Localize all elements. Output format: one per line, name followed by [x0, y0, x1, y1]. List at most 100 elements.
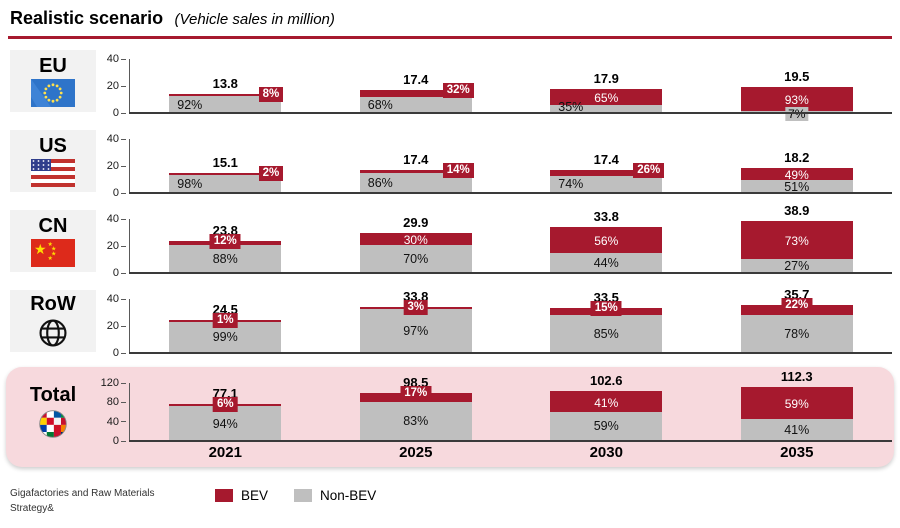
bev-pct-label: 41%	[594, 395, 619, 410]
bev-pct-label: 14%	[442, 162, 474, 178]
bev-pct-label: 30%	[403, 232, 428, 247]
nonbev-segment	[740, 315, 853, 353]
y-tick: 40	[106, 133, 119, 145]
nonbev-segment	[169, 244, 282, 273]
title-rule	[8, 36, 892, 39]
nonbev-segment	[550, 104, 663, 113]
bev-segment	[169, 94, 282, 97]
bev-segment	[169, 172, 282, 175]
bar-column: 18.2 49% 51%	[702, 139, 893, 194]
y-axis-cn: 40 20 0	[92, 213, 126, 279]
bev-segment	[359, 232, 472, 245]
bar-column: 98.5 17% 83%	[321, 375, 512, 441]
footer: Gigafactories and Raw Materials Strategy…	[10, 486, 155, 516]
year-label-2035: 2035	[780, 444, 814, 461]
y-tick: 80	[106, 396, 119, 409]
bev-pct-label: 2%	[258, 165, 284, 181]
nonbev-segment	[740, 418, 853, 441]
world-flags-icon	[37, 408, 69, 440]
nonbev-pct-label: 83%	[403, 414, 429, 429]
bar-column: 19.5 93% 7%	[702, 59, 893, 121]
bev-pct-label: 59%	[784, 396, 809, 411]
total-value-label: 17.4	[403, 71, 429, 87]
bar-column: 38.9 73% 27%	[702, 203, 893, 273]
bar-column: 29.9 30% 70%	[321, 215, 512, 273]
nonbev-pct-label: 59%	[593, 419, 619, 434]
total-value-label: 17.9	[593, 70, 619, 86]
region-tile-cn: CN ★ ★ ★ ★ ★	[10, 210, 96, 272]
legend-item-nonbev: Non-BEV	[294, 488, 376, 503]
total-value-label: 15.1	[212, 154, 238, 170]
y-tick: 0	[112, 435, 119, 447]
y-tick: 40	[106, 213, 119, 225]
y-tick: 20	[106, 160, 119, 172]
region-row-row: RoW 40 20 0 24.5 1% 99% 33.8 3% 97% 33.5 15% 85% 35.7…	[0, 281, 900, 361]
legend-label-bev: BEV	[241, 488, 269, 503]
svg-text:★: ★	[51, 246, 56, 253]
total-value-label: 33.8	[593, 209, 619, 225]
total-value-label: 13.8	[212, 76, 238, 92]
svg-text:★: ★	[48, 255, 53, 262]
bar-column: 17.4 32% 68%	[321, 59, 512, 113]
nonbev-pct-label: 97%	[403, 324, 429, 339]
y-axis-total: 120 80 40 0	[92, 377, 126, 447]
nonbev-pct-label: 35%	[558, 100, 584, 114]
bar-column: 112.3 59% 41%	[702, 369, 893, 441]
region-row-total: Total 120 80 40 0 77.1 6% 94% 98.5 17% 83% 102.6 41%…	[6, 367, 894, 467]
nonbev-pct-label: 94%	[212, 416, 238, 431]
region-tile-row: RoW	[10, 290, 96, 352]
nonbev-segment	[359, 309, 472, 353]
bev-pct-label: 32%	[442, 82, 474, 98]
y-tick: 20	[106, 80, 119, 92]
bev-pct-label: 56%	[594, 234, 619, 249]
y-axis-line	[129, 139, 130, 193]
year-label-2030: 2030	[589, 444, 623, 461]
legend: BEV Non-BEV	[215, 488, 376, 503]
y-tick: 20	[106, 320, 119, 332]
bar-column: 33.5 15% 85%	[511, 290, 702, 353]
bar-column: 102.6 41% 59%	[511, 373, 702, 441]
total-value-label: 17.4	[593, 151, 619, 167]
plot-area-us: 15.1 2% 98% 17.4 14% 86% 17.4 26% 74% 18.2 49% 51%	[129, 139, 893, 194]
x-axis-line	[129, 272, 892, 274]
nonbev-pct-label: 85%	[593, 326, 619, 341]
y-tick: 40	[106, 53, 119, 65]
y-axis-line	[129, 59, 130, 113]
page-title: Realistic scenario	[10, 8, 164, 28]
nonbev-segment	[550, 314, 663, 353]
header: Realistic scenario (Vehicle sales in mil…	[0, 0, 900, 29]
y-tick: 0	[112, 107, 119, 119]
bev-segment	[740, 168, 853, 181]
y-axis-row: 40 20 0	[92, 293, 126, 359]
tick-mark	[121, 325, 126, 327]
tick-mark	[121, 245, 126, 247]
tick-mark	[121, 192, 126, 194]
x-axis-line	[129, 352, 892, 354]
nonbev-pct-label: 99%	[212, 330, 238, 345]
tick-mark	[121, 138, 126, 140]
region-label-us: US	[39, 135, 67, 157]
bar-column: 33.8 56% 44%	[511, 209, 702, 273]
bar-column: 24.5 1% 99%	[130, 299, 321, 353]
page-subtitle: (Vehicle sales in million)	[174, 11, 335, 28]
tick-mark	[121, 382, 126, 384]
tick-mark	[121, 401, 126, 403]
nonbev-segment	[550, 411, 663, 441]
bar-column: 17.4 26% 74%	[511, 139, 702, 193]
nonbev-segment	[359, 244, 472, 273]
bar-column: 13.8 8% 92%	[130, 59, 321, 113]
tick-mark	[121, 272, 126, 274]
plot-area-eu: 13.8 8% 92% 17.4 32% 68% 17.9 65% 35% 19.5 93% 7%	[129, 59, 893, 121]
bev-pct-label: 8%	[258, 87, 284, 103]
bar-column: 15.1 2% 98%	[130, 139, 321, 193]
total-value-label: 19.5	[784, 68, 810, 84]
y-axis-line	[129, 383, 130, 441]
region-label-total: Total	[29, 384, 77, 406]
bev-segment	[740, 220, 853, 259]
nonbev-pct-label: 44%	[593, 255, 619, 270]
globe-icon	[37, 317, 69, 349]
legend-label-nonbev: Non-BEV	[320, 488, 377, 503]
region-row-us: US 40 20 0 15.1 2% 98% 17.4 14% 86% 17.4 26% 74% 18.2…	[0, 121, 900, 201]
us-flag-icon	[30, 159, 76, 187]
nonbev-segment	[550, 252, 663, 273]
